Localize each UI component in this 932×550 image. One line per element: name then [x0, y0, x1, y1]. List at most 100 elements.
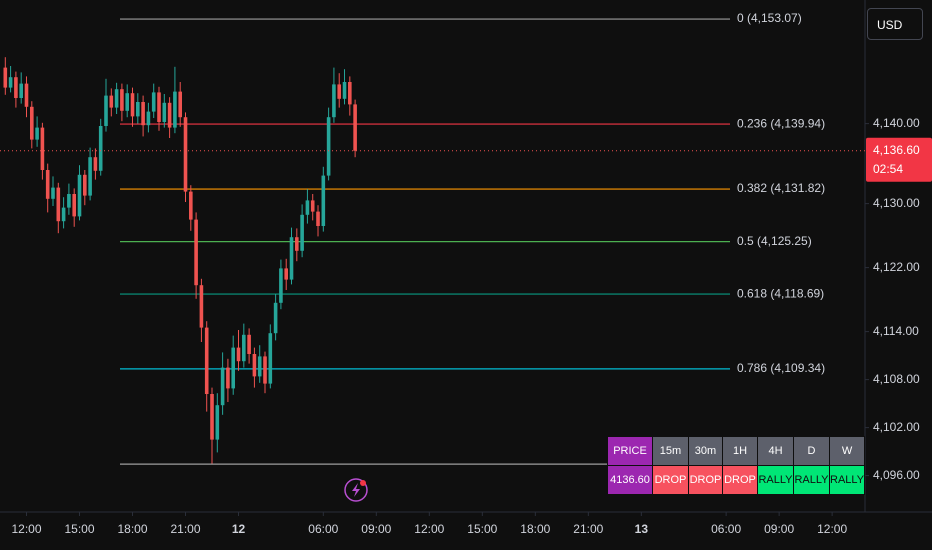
candle-body: [326, 117, 331, 176]
candle: [141, 95, 145, 137]
y-tick-label: 4,102.00: [873, 420, 920, 434]
x-tick-label: 12:00: [817, 522, 847, 536]
fib-label: 0 (4,153.07): [737, 11, 802, 25]
x-tick-label: 12:00: [414, 522, 444, 536]
candle: [151, 83, 156, 118]
candle: [40, 122, 45, 180]
candle: [199, 278, 204, 342]
candle: [252, 347, 257, 388]
candle: [300, 204, 304, 258]
candle-body: [295, 237, 299, 251]
x-tick-label: 18:00: [117, 522, 147, 536]
candle-body: [67, 194, 71, 208]
candle: [45, 163, 50, 213]
candle-body: [268, 333, 273, 384]
candle: [93, 148, 98, 180]
x-tick-label: 15:00: [467, 522, 497, 536]
candle-body: [35, 127, 39, 140]
candle: [30, 101, 34, 149]
candle-body: [353, 104, 357, 151]
candle-body: [210, 394, 214, 440]
candle-body: [226, 367, 230, 389]
candle-body: [300, 214, 304, 251]
candle: [204, 321, 209, 412]
y-tick-label: 4,114.00: [873, 324, 919, 338]
candle-body: [72, 194, 77, 217]
candle-body: [40, 127, 45, 170]
candle-body: [189, 191, 193, 220]
candle: [61, 197, 66, 229]
table-cell: W: [828, 436, 866, 466]
candle-body: [167, 102, 172, 128]
candle-body: [279, 268, 283, 303]
candle-body: [120, 89, 124, 111]
table-cell: PRICE: [607, 436, 653, 466]
candle-body: [3, 67, 8, 88]
candle-body: [194, 219, 198, 286]
candle-body: [342, 82, 347, 99]
candle-body: [247, 334, 251, 354]
candle-body: [125, 93, 130, 111]
candle: [114, 82, 119, 114]
candle: [257, 345, 262, 383]
candle-body: [199, 285, 204, 328]
candle: [326, 107, 331, 181]
candle: [8, 66, 13, 93]
candle-body: [242, 334, 246, 362]
table-cell: D: [793, 436, 830, 466]
candle-body: [83, 174, 87, 196]
candle-body: [337, 84, 342, 99]
candle-body: [220, 367, 225, 406]
candle-body: [310, 200, 315, 212]
candle: [19, 72, 24, 104]
table-cell: 1H: [722, 436, 758, 466]
candle: [136, 93, 140, 124]
candle: [178, 82, 183, 127]
table-cell: RALLY: [757, 465, 794, 495]
candle: [284, 258, 289, 290]
candle: [210, 387, 214, 464]
candle: [226, 358, 230, 402]
table-cell: DROP: [688, 465, 723, 495]
candle: [231, 335, 236, 395]
candle: [35, 116, 39, 147]
candle-body: [157, 92, 161, 122]
candle-body: [98, 126, 103, 171]
candle-body: [183, 117, 188, 192]
candle-body: [273, 302, 278, 334]
x-tick-label: 06:00: [308, 522, 338, 536]
candle: [321, 166, 326, 232]
candle: [125, 84, 130, 118]
fib-label: 0.786 (4,109.34): [737, 361, 825, 375]
table-row: PRICE 15m 30m 1H 4H D W: [607, 436, 866, 466]
candle: [130, 87, 135, 127]
candle: [88, 147, 92, 201]
x-tick-label: 09:00: [764, 522, 794, 536]
x-tick-label: 13: [635, 522, 649, 536]
candle-body: [263, 356, 267, 384]
candle: [337, 73, 342, 108]
y-tick-label: 4,108.00: [873, 372, 920, 386]
candle: [268, 324, 273, 389]
candle-body: [321, 175, 326, 226]
candle: [263, 351, 267, 394]
candle: [3, 57, 8, 95]
candle-body: [257, 356, 262, 377]
candle: [183, 112, 188, 202]
candle-body: [24, 83, 29, 107]
candle-body: [8, 77, 13, 88]
candle-body: [332, 84, 336, 118]
table-cell: 4H: [757, 436, 794, 466]
y-tick-label: 4,130.00: [873, 196, 920, 210]
candle-body: [51, 187, 55, 199]
candle-body: [289, 237, 294, 280]
candle: [173, 66, 177, 134]
candle-body: [151, 92, 156, 112]
table-cell: RALLY: [828, 465, 866, 495]
candle: [279, 259, 283, 310]
y-tick-label: 4,122.00: [873, 260, 920, 274]
signal-table: PRICE 15m 30m 1H 4H D W 4136.60 DROP DROP DROP RALL…: [607, 436, 866, 495]
y-tick-label: 4,140.00: [873, 116, 920, 130]
candle: [51, 176, 55, 206]
currency-button[interactable]: USD: [867, 8, 923, 40]
